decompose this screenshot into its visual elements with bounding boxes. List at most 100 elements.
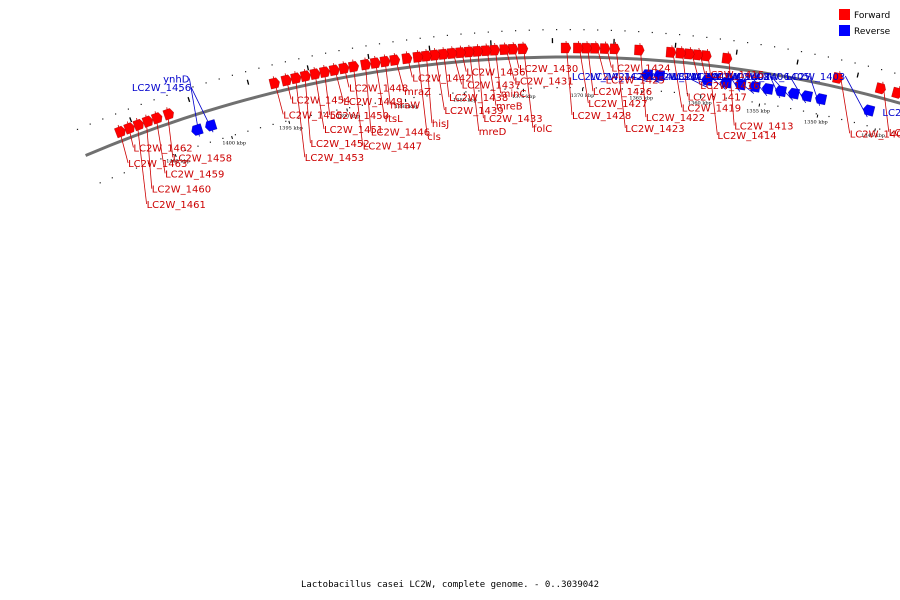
forward-gene-LC2W_1455[interactable] xyxy=(268,77,280,90)
gene-label-LC2W_1431[interactable]: LC2W_1431 xyxy=(514,77,573,88)
gene-label-LC2W_1442[interactable]: LC2W_1442 xyxy=(412,73,471,84)
forward-gene-LC2W_1461[interactable] xyxy=(132,118,144,132)
gene-label-LC2W_1451[interactable]: LC2W_1451 xyxy=(324,125,383,136)
gene-label-LC2W_1460[interactable]: LC2W_1460 xyxy=(152,185,211,196)
gene-label-LC2W_1455[interactable]: LC2W_1455 xyxy=(283,110,342,121)
forward-gene-LC2W_1452[interactable] xyxy=(299,70,311,83)
gene-label-LC2W_1410[interactable]: LC2W_1410 xyxy=(673,72,732,83)
reverse-gene-ynhD[interactable] xyxy=(191,123,204,136)
gene-label-LC2W_1414[interactable]: LC2W_1414 xyxy=(717,131,776,142)
gene-label-LC2W_1415[interactable]: LC2W_1415 xyxy=(705,70,764,81)
gene-label-LC2W_1463[interactable]: LC2W_1463 xyxy=(128,159,187,170)
forward-gene-mraZ[interactable] xyxy=(389,54,401,66)
gene-label-LC2W_1430[interactable]: LC2W_1430 xyxy=(519,64,578,75)
forward-gene-LC2W_1446[interactable] xyxy=(360,58,371,71)
gene-label-mreD[interactable]: mreD xyxy=(479,127,507,138)
gene-label-LC2W_1412[interactable]: LC2W_1412 xyxy=(650,72,709,83)
forward-gene-LC2W_1413[interactable] xyxy=(721,52,733,64)
gene-label-LC2W_1452[interactable]: LC2W_1452 xyxy=(310,139,369,150)
gene-label-LC2W_1408[interactable]: LC2W_1408 xyxy=(711,72,770,83)
gene-label-cls[interactable]: cls xyxy=(427,132,441,143)
gene-label-LC2W_1447[interactable]: LC2W_1447 xyxy=(363,142,422,153)
forward-gene-folC[interactable] xyxy=(517,43,529,55)
gene-label-mraW[interactable]: mraW xyxy=(390,101,420,112)
gene-label-hisJ[interactable]: hisJ xyxy=(432,119,449,130)
forward-gene-cls[interactable] xyxy=(412,51,424,63)
gene-label-LC2W_1456[interactable]: LC2W_1456 xyxy=(132,83,191,94)
forward-gene-LC2W_1448[interactable] xyxy=(338,62,350,75)
forward-gene-LC2W_1426[interactable] xyxy=(581,42,592,54)
forward-gene-LC2W_1428[interactable] xyxy=(560,42,572,54)
reverse-gene-LC2W_1407[interactable] xyxy=(788,87,800,100)
gene-label-LC2W_1420[interactable]: LC2W_1420 xyxy=(590,72,649,83)
gene-label-ynhD[interactable]: ynhD xyxy=(163,75,190,86)
gene-label-LC2W_1450[interactable]: LC2W_1450 xyxy=(330,111,389,122)
forward-gene-LC2W_1449[interactable] xyxy=(328,64,340,77)
reverse-gene-LC2W_1410[interactable] xyxy=(748,81,761,93)
gene-label-LC2W_1424[interactable]: LC2W_1424 xyxy=(611,64,670,75)
reverse-gene-LC2W_1405[interactable] xyxy=(815,93,828,106)
forward-gene-LC2W_1401[interactable] xyxy=(891,86,900,99)
forward-gene-LC2W_1402[interactable] xyxy=(874,82,886,95)
gene-label-LC2W_1461[interactable]: LC2W_1461 xyxy=(147,200,206,211)
reverse-gene-LC2W_1406[interactable] xyxy=(801,90,813,103)
gene-label-LC2W_1403[interactable]: LC2W_1403 xyxy=(786,72,845,83)
gene-label-LC2W_1459[interactable]: LC2W_1459 xyxy=(165,169,224,180)
gene-label-LC2W_1405[interactable]: LC2W_1405 xyxy=(750,72,809,83)
forward-gene-mraW[interactable] xyxy=(379,55,391,68)
gene-label-LC2W_1439[interactable]: LC2W_1439 xyxy=(444,106,503,117)
gene-label-LC2W_1389[interactable]: LC2W_1389 xyxy=(882,108,900,119)
gene-label-LC2W_1433[interactable]: LC2W_1433 xyxy=(483,114,542,125)
gene-label-LC2W_1462[interactable]: LC2W_1462 xyxy=(133,144,192,155)
gene-label-LC2W_1449[interactable]: LC2W_1449 xyxy=(343,97,402,108)
forward-gene-LC2W_1450[interactable] xyxy=(319,66,331,78)
reverse-gene-LC2W_1409[interactable] xyxy=(761,83,774,95)
gene-label-LC2W_1413[interactable]: LC2W_1413 xyxy=(734,122,793,133)
gene-label-LC2W_1426[interactable]: LC2W_1426 xyxy=(593,87,652,98)
gene-label-minC[interactable]: minC xyxy=(501,89,527,100)
gene-label-LC2W_1407[interactable]: LC2W_1407 xyxy=(712,72,771,83)
gene-label-LC2W_1428[interactable]: LC2W_1428 xyxy=(572,111,631,122)
gene-label-folC[interactable]: folC xyxy=(533,124,552,135)
forward-gene-ftsL[interactable] xyxy=(369,57,381,69)
reverse-gene-LC2W_1403[interactable] xyxy=(863,104,876,117)
gene-label-mreB[interactable]: mreB xyxy=(496,102,523,113)
forward-gene-LC2W_1424[interactable] xyxy=(600,43,611,54)
forward-gene-LC2W_1454[interactable] xyxy=(280,74,292,87)
forward-gene-LC2W_1404[interactable] xyxy=(832,72,844,84)
reverse-gene-LC2W_1411[interactable] xyxy=(734,78,747,91)
gene-label-LC2W_1425[interactable]: LC2W_1425 xyxy=(606,75,665,86)
forward-gene-LC2W_1419[interactable] xyxy=(665,46,677,58)
gene-label-LC2W_1427[interactable]: LC2W_1427 xyxy=(588,99,647,110)
gene-label-LC2W_1458[interactable]: LC2W_1458 xyxy=(173,153,232,164)
forward-gene-LC2W_1423[interactable] xyxy=(609,43,621,55)
forward-gene-LC2W_1422[interactable] xyxy=(634,44,645,56)
forward-gene-LC2W_1458[interactable] xyxy=(162,108,174,121)
gene-label-LC2W_1423[interactable]: LC2W_1423 xyxy=(625,124,684,135)
gene-label-LC2W_1419[interactable]: LC2W_1419 xyxy=(682,103,741,114)
reverse-gene-LC2W_1418[interactable] xyxy=(701,74,713,86)
gene-label-ftsL[interactable]: ftsL xyxy=(385,114,403,125)
forward-gene-LC2W_1427[interactable] xyxy=(573,42,584,54)
gene-label-LC2W_1418[interactable]: LC2W_1418 xyxy=(625,72,684,83)
forward-gene-LC2W_1453[interactable] xyxy=(290,72,302,85)
reverse-gene-LC2W_1421[interactable] xyxy=(641,69,653,81)
reverse-gene-LC2W_1456[interactable] xyxy=(205,119,218,132)
gene-label-LC2W_1438[interactable]: LC2W_1438 xyxy=(449,93,508,104)
gene-label-LC2W_1422[interactable]: LC2W_1422 xyxy=(646,113,705,124)
gene-label-LC2W_1406[interactable]: LC2W_1406 xyxy=(730,72,789,83)
forward-gene-LC2W_1463[interactable] xyxy=(114,125,126,139)
gene-label-LC2W_1437[interactable]: LC2W_1437 xyxy=(462,80,521,91)
gene-label-LC2W_1402[interactable]: LC2W_1402 xyxy=(889,128,900,139)
forward-gene-LC2W_1459[interactable] xyxy=(150,112,163,125)
gene-label-LC2W_1421[interactable]: LC2W_1421 xyxy=(572,72,631,83)
forward-gene-LC2W_1447[interactable] xyxy=(348,61,359,73)
gene-label-mraZ[interactable]: mraZ xyxy=(404,87,431,98)
gene-label-LC2W_1411[interactable]: LC2W_1411 xyxy=(671,72,730,83)
forward-gene-LC2W_1442[interactable] xyxy=(401,52,413,65)
gene-label-LC2W_1436[interactable]: LC2W_1436 xyxy=(466,68,525,79)
gene-label-LC2W_1417[interactable]: LC2W_1417 xyxy=(688,92,747,103)
reverse-gene-LC2W_1412[interactable] xyxy=(720,77,733,89)
forward-gene-LC2W_1425[interactable] xyxy=(590,43,601,54)
reverse-gene-LC2W_1420[interactable] xyxy=(653,70,665,82)
